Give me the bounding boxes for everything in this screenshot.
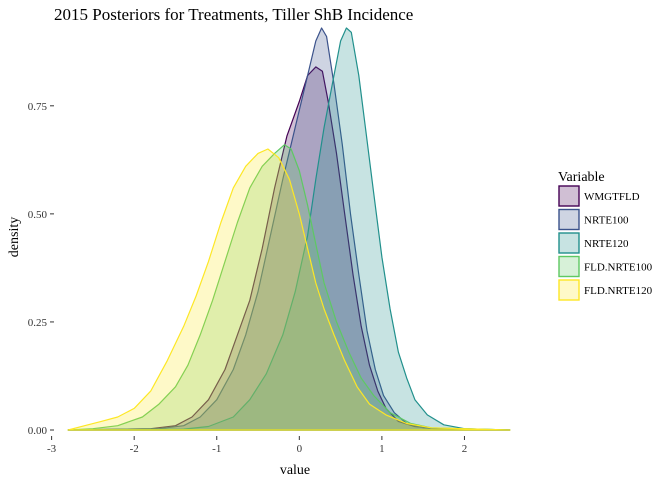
x-tick-label: -1 [212, 443, 221, 455]
x-tick-label: -2 [130, 443, 139, 455]
y-tick-label: 0.75 [28, 101, 48, 113]
legend-label-wmgtfld: WMGTFLD [584, 191, 640, 203]
x-axis-title: value [280, 463, 310, 478]
legend: Variable WMGTFLD NRTE100 NRTE120 FLD.NRTE10… [558, 170, 653, 301]
density-area-wmgtfld [67, 66, 511, 431]
y-tick-label: 0.00 [28, 425, 48, 437]
x-tick-label: 0 [297, 443, 303, 455]
y-axis-title: density [7, 217, 22, 257]
plot-area [67, 27, 511, 431]
x-tick-label: -3 [47, 443, 57, 455]
legend-key-fld-nrte120 [558, 279, 580, 301]
density-area-fld-nrte120 [67, 148, 511, 431]
legend-label-nrte100: NRTE100 [584, 215, 629, 227]
chart-title: 2015 Posteriors for Treatments, Tiller S… [54, 5, 413, 24]
legend-label-nrte120: NRTE120 [584, 238, 629, 250]
density-area-fld-nrte100 [67, 144, 511, 431]
legend-label-fld-nrte120: FLD.NRTE120 [584, 285, 653, 297]
y-tick-label: 0.50 [28, 209, 48, 221]
y-tick-label: 0.25 [28, 317, 48, 329]
y-axis: 0.00 0.25 0.50 0.75 [28, 101, 54, 437]
x-axis: -3 -2 -1 0 1 2 [47, 436, 467, 455]
legend-label-fld-nrte100: FLD.NRTE100 [584, 262, 653, 274]
legend-key-wmgtfld [558, 185, 580, 207]
density-area-nrte120 [67, 27, 511, 431]
x-tick-label: 1 [379, 443, 385, 455]
legend-key-fld-nrte100 [558, 255, 580, 278]
legend-title: Variable [558, 170, 605, 185]
legend-key-nrte100 [558, 208, 580, 231]
x-tick-label: 2 [462, 443, 468, 455]
legend-key-nrte120 [558, 232, 580, 254]
